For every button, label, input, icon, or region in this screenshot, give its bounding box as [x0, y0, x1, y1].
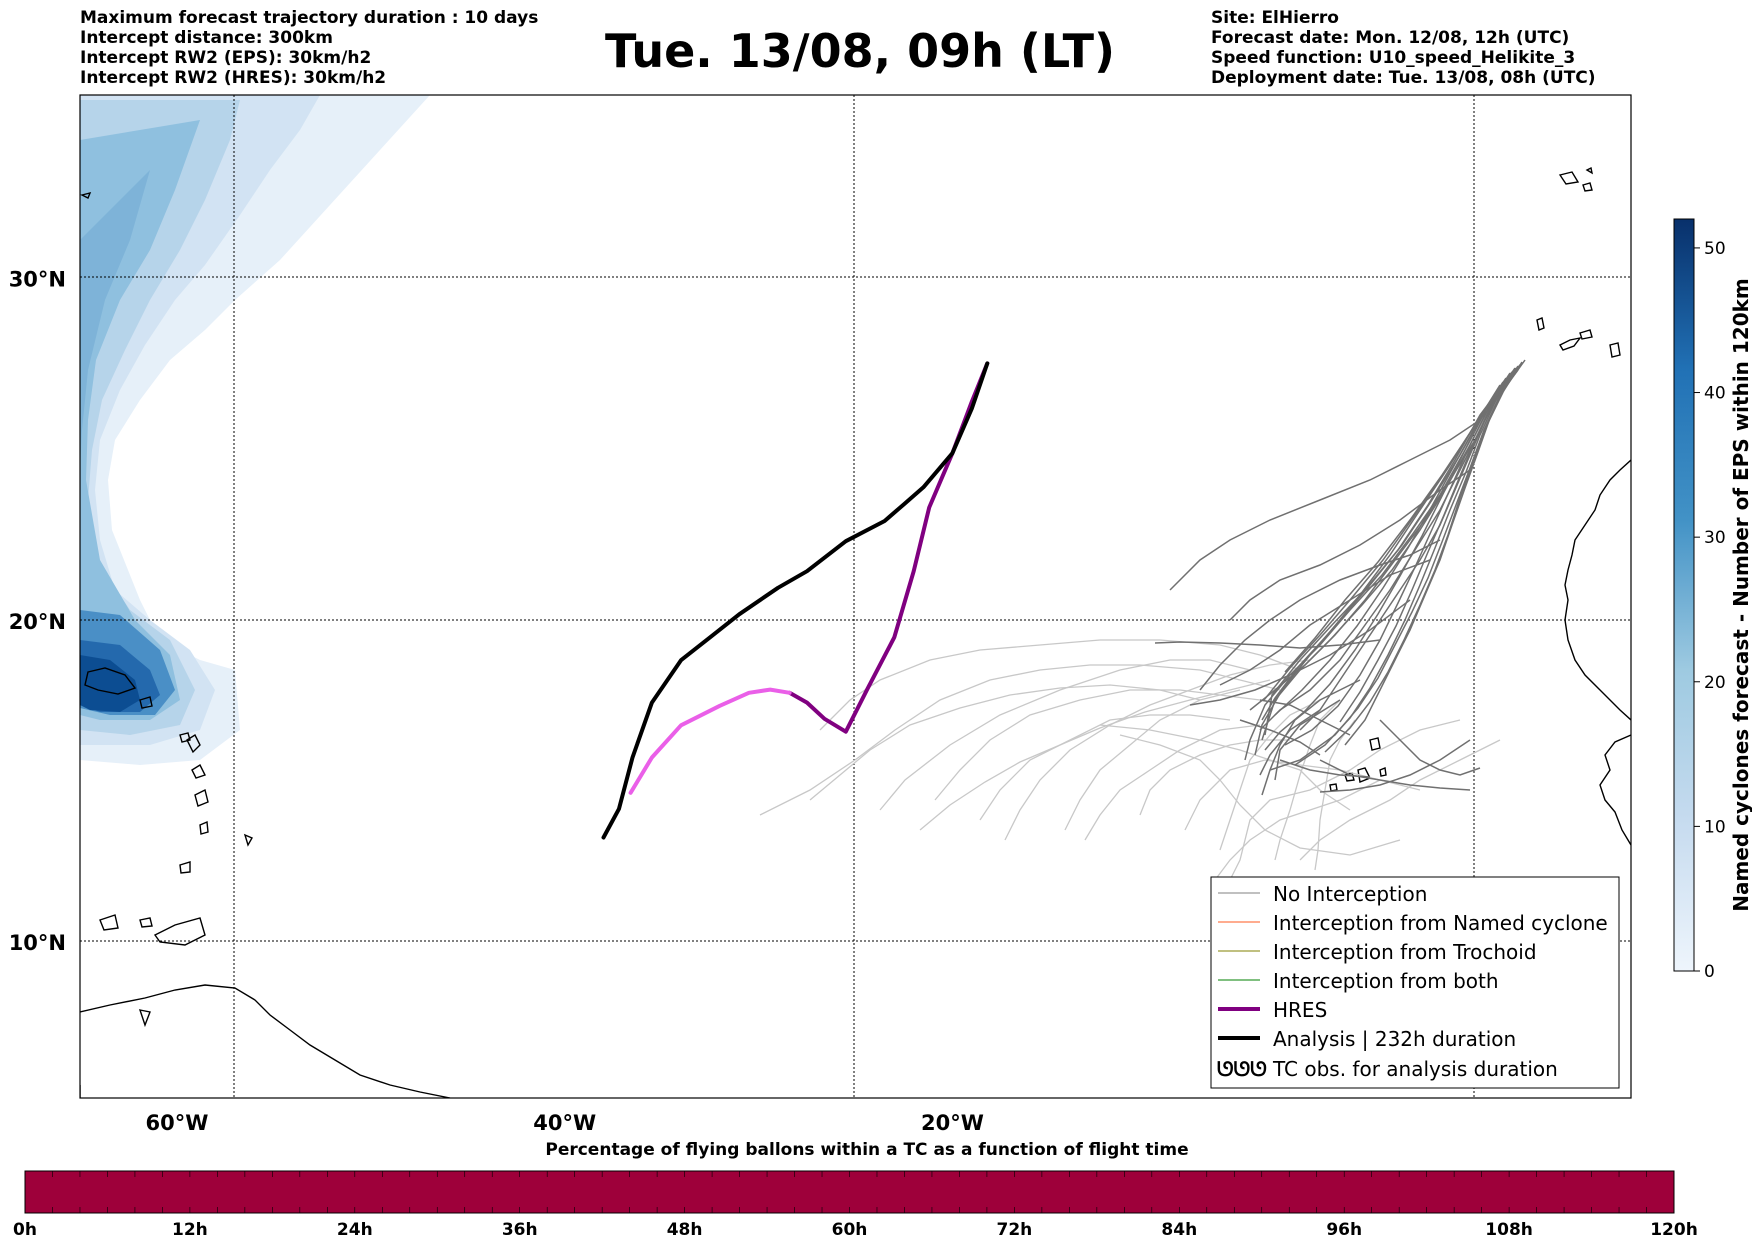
time-bar-label: 0h [13, 1220, 37, 1240]
analysis-trajectory [601, 361, 990, 840]
canary-d [1579, 329, 1593, 340]
header-max-duration: Maximum forecast trajectory duration : 1… [80, 8, 539, 28]
lat-tick-label: 20°N [9, 610, 66, 634]
island-e [194, 788, 209, 807]
time-bar-label: 72h [997, 1220, 1033, 1240]
time-bar-label: 84h [1161, 1220, 1197, 1240]
antilles-c [179, 732, 191, 743]
legend-label-trochoid: Interception from Trochoid [1273, 940, 1537, 964]
azores-a [1558, 171, 1580, 185]
cape-verde-c [1344, 772, 1355, 782]
azores-b [1582, 182, 1593, 192]
trinidad-island [153, 917, 206, 946]
island-b [139, 917, 153, 928]
colorbar-cyclones: 0 10 20 30 40 50 Named cyclones forecast - Nu… [1673, 218, 1752, 982]
lon-tick-label: 60°W [145, 1111, 208, 1135]
cape-verde-a [1369, 737, 1381, 751]
colorbar-tick-label: 50 [1704, 239, 1726, 259]
header-forecast-date: Forecast date: Mon. 12/08, 12h (UTC) [1211, 28, 1570, 48]
legend-label-hres: HRES [1273, 998, 1327, 1022]
tc-obs-symbol: ᘎᘎᘎ [1217, 1057, 1267, 1081]
legend-label-both: Interception from both [1273, 969, 1499, 993]
time-bar-label: 36h [502, 1220, 538, 1240]
header-intercept-distance: Intercept distance: 300km [80, 28, 333, 48]
time-bar-ticks: 0h 12h 24h 36h 48h 60h 72h 84h 96h 108h 120h [13, 1171, 1698, 1240]
ensemble-trajectories-dark [1154, 359, 1526, 796]
legend-label-analysis: Analysis | 232h duration [1273, 1027, 1516, 1051]
longitude-tick-labels: 60°W 40°W 20°W [145, 1111, 983, 1135]
africa-coast-south [1599, 734, 1631, 846]
island-h [243, 833, 253, 847]
antilles-b [139, 696, 153, 709]
time-bar-label: 120h [1650, 1220, 1698, 1240]
canary-b [1559, 336, 1582, 351]
lat-tick-label: 10°N [9, 931, 66, 955]
lon-tick-label: 40°W [533, 1111, 596, 1135]
coastlines [80, 166, 1631, 1098]
header-left-info: Maximum forecast trajectory duration : 1… [80, 8, 538, 88]
time-bar-fill [24, 1170, 1675, 1214]
coast-inlet [138, 1009, 151, 1028]
legend-box [1210, 876, 1620, 1089]
time-bar-label: 12h [172, 1220, 208, 1240]
latitude-tick-labels: 30°N 20°N 10°N [9, 268, 66, 955]
flight-time-bar: Percentage of flying ballons within a TC… [13, 1140, 1698, 1240]
colorbar-tick-label: 0 [1704, 962, 1715, 982]
cape-verde-e [1329, 783, 1338, 792]
colorbar-tick-label: 40 [1704, 384, 1726, 404]
island-d [191, 763, 206, 779]
legend: No Interception Interception from Named … [1210, 876, 1620, 1089]
south-america-coast [80, 984, 451, 1098]
island-f [199, 820, 209, 835]
time-bar-title: Percentage of flying ballons within a TC… [545, 1140, 1188, 1160]
cape-verde-d [1379, 767, 1387, 777]
legend-label-tc-obs: TC obs. for analysis duration [1272, 1057, 1558, 1081]
bermuda-island [80, 191, 92, 199]
colorbar-tick-label: 20 [1704, 673, 1726, 693]
map-frame [79, 94, 1632, 1099]
colorbar-gradient [1673, 218, 1695, 972]
header-intercept-eps: Intercept RW2 (EPS): 30km/h2 [80, 48, 372, 68]
colorbar-label: Named cyclones forecast - Number of EPS … [1729, 278, 1752, 912]
time-bar-label: 24h [337, 1220, 373, 1240]
header-site: Site: ElHierro [1211, 8, 1339, 28]
colorbar-tick-label: 10 [1704, 817, 1726, 837]
time-bar-label: 60h [832, 1220, 868, 1240]
header-deployment-date: Deployment date: Tue. 13/08, 08h (UTC) [1211, 68, 1596, 88]
canary-a [1536, 317, 1545, 331]
time-bar-label: 48h [667, 1220, 703, 1240]
azores-c [1585, 166, 1593, 175]
antilles-a [84, 667, 137, 695]
map-title: Tue. 13/08, 09h (LT) [605, 24, 1115, 78]
lon-tick-label: 20°W [921, 1111, 984, 1135]
time-bar-label: 96h [1326, 1220, 1362, 1240]
header-speed-function: Speed function: U10_speed_Helikite_3 [1211, 48, 1576, 68]
colorbar-tick-label: 30 [1704, 528, 1726, 548]
cyclone-density-field [80, 95, 430, 765]
header-intercept-hres: Intercept RW2 (HRES): 30km/h2 [80, 68, 387, 88]
island-g [179, 861, 191, 874]
canary-c [1609, 342, 1621, 358]
island-a [99, 914, 119, 931]
africa-coast-north [1564, 459, 1631, 721]
island-c [186, 733, 201, 754]
header-right-info: Site: ElHierro Forecast date: Mon. 12/08… [1211, 8, 1596, 88]
lat-tick-label: 30°N [9, 268, 66, 292]
time-bar-label: 108h [1485, 1220, 1533, 1240]
legend-label-no-interception: No Interception [1273, 882, 1427, 906]
legend-label-named-cyclone: Interception from Named cyclone [1273, 911, 1608, 935]
colorbar-tick-labels: 0 10 20 30 40 50 [1694, 239, 1726, 982]
